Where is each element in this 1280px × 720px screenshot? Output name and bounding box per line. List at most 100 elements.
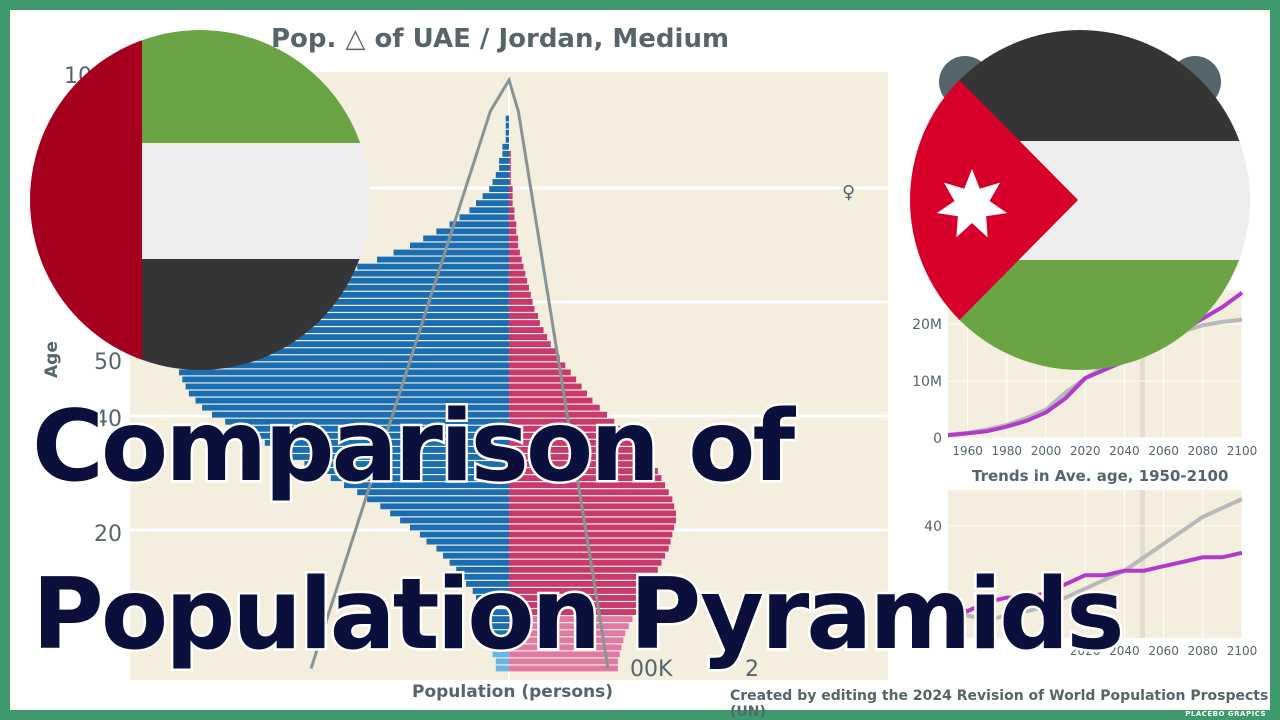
male-bar — [505, 136, 509, 143]
female-bar — [509, 461, 655, 467]
female-bar — [509, 320, 540, 326]
male-bar — [492, 644, 509, 651]
male-bar — [390, 510, 509, 517]
male-bar — [423, 235, 509, 242]
male-bar — [304, 461, 509, 467]
male-bar — [436, 545, 509, 552]
age-trend-panel — [948, 490, 1242, 638]
female-bar — [509, 355, 560, 362]
male-bar — [297, 284, 509, 291]
male-bar — [202, 404, 509, 411]
male-bar — [195, 397, 509, 404]
female-bar — [509, 348, 557, 355]
female-bar — [509, 517, 676, 524]
male-bar — [330, 475, 509, 482]
female-bar — [509, 313, 539, 319]
x-tick-label: 00K — [630, 657, 673, 682]
female-bar — [509, 277, 528, 284]
female-bar — [509, 404, 600, 411]
female-bar — [509, 651, 620, 658]
male-bar — [505, 115, 509, 122]
y-tick-label: 40 — [94, 407, 122, 432]
female-bar — [509, 432, 629, 439]
female-bar — [509, 658, 618, 665]
x-tick-label: 1960 — [952, 444, 983, 458]
x-tick-label: 2080 — [1188, 444, 1219, 458]
female-bar — [509, 207, 515, 214]
male-bar — [317, 468, 509, 474]
male-bar — [337, 270, 509, 277]
x-tick-label: 2020 — [1070, 644, 1101, 658]
y-tick-label: 10M — [912, 374, 942, 390]
male-bar — [198, 334, 510, 341]
jordan-flag-icon — [910, 30, 1250, 370]
male-bar — [357, 263, 509, 270]
headline-line-1: Comparison of — [29, 390, 797, 504]
female-bar — [509, 454, 649, 460]
male-bar — [482, 609, 509, 615]
credit-text: Created by editing the 2024 Revision of … — [730, 688, 1269, 720]
female-bar — [509, 334, 548, 341]
male-bar — [344, 482, 509, 489]
female-bar — [509, 193, 513, 200]
female-bar — [509, 235, 519, 242]
male-bar — [185, 383, 509, 390]
male-bar — [485, 623, 509, 630]
female-symbol: ♀ — [842, 182, 855, 203]
female-bar — [509, 362, 566, 369]
male-bar — [419, 531, 509, 538]
y-tick-label: 40 — [924, 519, 942, 535]
male-bar — [192, 341, 509, 348]
female-bar — [509, 559, 662, 566]
male-bar — [278, 447, 509, 453]
female-bar — [509, 214, 515, 221]
female-bar — [509, 242, 519, 249]
male-bar — [225, 418, 509, 425]
female-bar — [509, 496, 673, 503]
x-tick-label: 2060 — [1148, 644, 1179, 658]
female-bar — [509, 588, 647, 594]
female-bar — [509, 298, 533, 305]
age-trend-highlight — [1140, 490, 1145, 638]
female-bar — [509, 609, 637, 615]
y-tick-label: 50 — [94, 350, 122, 375]
female-bar — [509, 538, 671, 545]
female-bar — [509, 263, 524, 270]
male-bar — [469, 207, 509, 214]
male-bar — [179, 362, 509, 369]
female-bar — [509, 249, 520, 256]
male-bar — [472, 588, 509, 594]
male-bar — [505, 122, 509, 129]
male-bar — [479, 602, 509, 608]
female-bar — [509, 644, 622, 651]
series-line — [947, 497, 1243, 623]
female-bar — [509, 228, 517, 235]
x-tick-label: 2100 — [1227, 644, 1258, 658]
pyramid-outline — [309, 76, 610, 669]
series-line — [947, 550, 1243, 614]
female-bar — [509, 411, 608, 418]
male-bar — [182, 376, 510, 383]
male-bar — [238, 425, 509, 432]
x-axis-label: Population (persons) — [412, 682, 614, 702]
male-bar — [492, 179, 509, 185]
brand-watermark: PLACEBO GRAPICS — [1185, 710, 1266, 718]
female-bar — [509, 616, 633, 623]
x-tick-label: 2 — [745, 657, 759, 682]
male-bar — [505, 129, 509, 136]
male-bar — [482, 193, 509, 200]
female-bar — [509, 172, 511, 178]
male-bar — [380, 503, 509, 510]
male-bar — [400, 517, 509, 524]
pop-trend-ticks: 1960 1980 2000 2020 2040 2060 2080 2100 0 10M 20M — [912, 317, 1257, 458]
x-tick-label: 2080 — [1188, 644, 1219, 658]
male-bar — [499, 157, 509, 164]
male-bar — [466, 580, 509, 587]
y-tick-label: 20M — [912, 317, 942, 333]
male-bar — [188, 390, 509, 397]
female-bar — [509, 566, 658, 573]
male-bar — [495, 172, 509, 178]
chart-title: Pop. △ of UAE / Jordan, Medium — [270, 24, 730, 54]
male-bar — [410, 524, 509, 531]
